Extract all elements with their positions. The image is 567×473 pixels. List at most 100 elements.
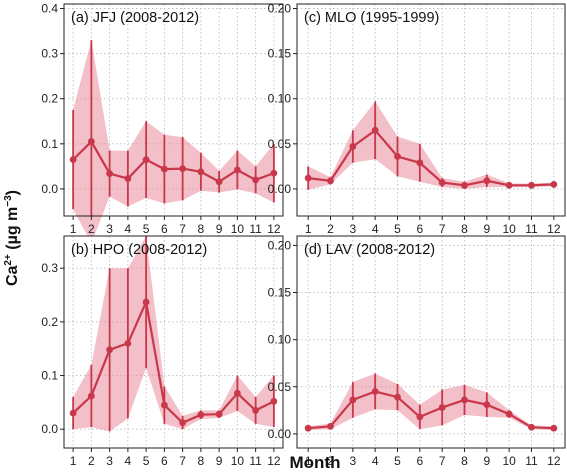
y-tick-label: 0.0 [41,182,58,196]
x-tick-label: 9 [483,222,490,236]
y-tick-label: 0.20 [268,238,292,252]
data-point [416,413,424,421]
data-point [87,392,95,400]
data-point [215,410,223,418]
data-point [69,156,77,164]
data-point [197,411,205,419]
x-tick-label: 7 [179,222,186,236]
y-tick-label: 0.3 [41,47,58,61]
data-point [416,159,424,167]
x-tick-label: 5 [143,454,150,468]
y-tick-label: 0.00 [268,427,292,441]
data-point [124,175,132,182]
x-tick-label: 8 [461,222,468,236]
data-point [394,153,401,160]
plot-frame [63,235,284,449]
x-tick-label: 9 [483,454,490,468]
series-group [69,236,278,432]
y-tick-label: 0.1 [41,137,58,151]
x-tick-label: 1 [70,222,77,236]
x-tick-label: 2 [327,454,334,468]
data-point [327,422,334,430]
y-tick-label: 0.10 [268,92,292,106]
x-tick-label: 6 [416,454,423,468]
panel-3: 0.00.10.20.31 2 3 4 5 6 7 8 9 10 11 12(b) HPO (2008… [41,235,284,468]
x-tick-label: 4 [372,454,379,468]
data-point [160,401,168,409]
y-tick-label: 0.4 [41,2,58,16]
x-tick-label: 7 [439,222,446,236]
x-tick-label: 4 [125,454,132,468]
x-tick-label: 5 [394,222,401,236]
y-tick-label: 0.05 [268,137,292,151]
data-point [179,165,187,173]
x-tick-label: 9 [216,454,223,468]
x-axis-title: Month [290,453,341,472]
y-tick-label: 0.15 [268,47,292,61]
data-point [438,179,446,187]
plot-frame [296,235,566,449]
y-tick-label: 0.05 [268,380,292,394]
data-point [106,346,114,354]
x-tick-label: 5 [394,454,401,468]
panel-4: 0.000.050.100.150.201 2 3 4 5 6 7 8 9 10 11 12(d) L… [268,235,566,468]
data-point [394,393,401,401]
data-point [349,396,357,404]
data-point [461,181,468,189]
data-point [160,165,168,173]
data-point [142,156,150,164]
panel-title: (c) MLO (1995-1999) [304,10,439,26]
plot-frame [63,3,284,217]
x-tick-label: 12 [267,222,281,236]
x-tick-label: 11 [525,222,538,236]
data-point [215,178,223,186]
x-tick-label: 3 [106,222,113,236]
data-point [106,170,114,178]
x-tick-label: 7 [439,454,446,468]
x-tick-label: 2 [88,222,95,236]
series-group [69,40,278,216]
y-tick-label: 0.10 [268,333,292,347]
x-tick-label: 6 [416,222,423,236]
uncertainty-band [308,101,554,190]
data-point [371,388,379,395]
x-tick-label: 8 [461,454,468,468]
data-point [528,423,535,431]
x-tick-label: 6 [161,222,168,236]
uncertainty-band [73,236,274,432]
y-tick-label: 0.00 [268,182,292,196]
data-point [371,126,379,134]
x-tick-label: 10 [502,222,516,236]
data-point [438,404,446,411]
x-tick-label: 10 [231,222,245,236]
data-point [179,419,187,427]
x-tick-label: 12 [267,454,281,468]
series-line [308,128,554,187]
x-tick-label: 11 [249,222,262,236]
x-tick-label: 2 [88,454,95,468]
x-tick-label: 1 [70,454,77,468]
data-point [87,138,95,145]
y-tick-label: 0.2 [41,92,58,106]
x-tick-label: 3 [349,222,356,236]
data-point [483,401,491,409]
data-point [69,409,77,417]
x-tick-label: 3 [349,454,356,468]
panel-title: (d) LAV (2008-2012) [304,242,435,258]
panel-1: 0.00.10.20.30.41 2 3 4 5 6 7 8 9 10 11 12(a) JFJ (2… [41,2,284,244]
data-point [233,389,241,397]
data-point [461,396,468,404]
data-point [550,181,558,188]
data-point [124,339,132,347]
data-point [270,169,278,177]
data-point [142,298,150,306]
series-line [72,298,275,425]
x-tick-label: 10 [231,454,245,468]
uncertainty-band [308,373,554,431]
x-tick-label: 7 [179,454,186,468]
y-tick-label: 0.0 [41,422,58,436]
series-line [308,390,554,430]
data-point [327,177,334,185]
x-tick-label: 4 [125,222,132,236]
y-axis-title: Ca2+ (µg m−3) [3,190,21,286]
